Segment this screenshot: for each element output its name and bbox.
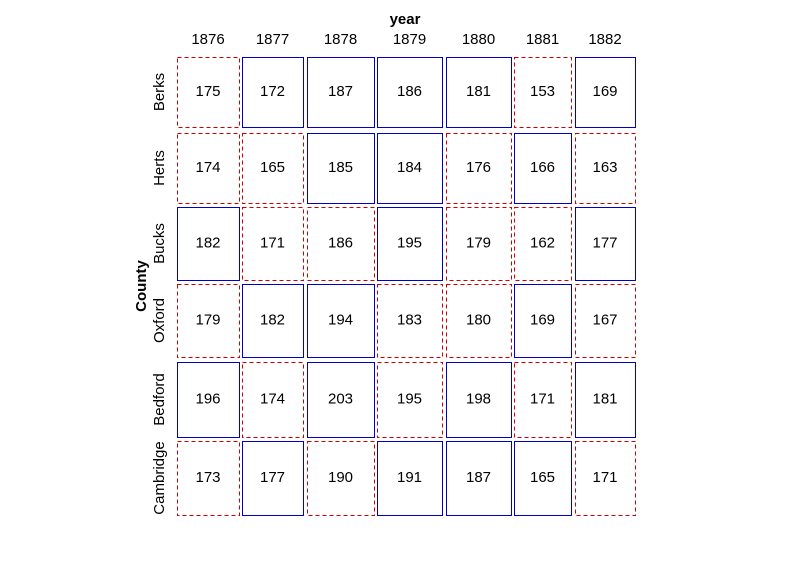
cell-value: 167 [592,311,617,328]
cell-value: 190 [328,469,353,486]
cell-box [575,207,636,281]
cell-box [514,57,572,128]
cell-value: 174 [195,159,220,176]
cell-box [242,284,304,358]
column-label: 1876 [191,31,224,48]
cell-value: 198 [466,390,491,407]
cell-value: 163 [592,159,617,176]
column-label: 1878 [324,31,357,48]
column-label: 1880 [462,31,495,48]
cell-value: 175 [195,83,220,100]
cell-value: 181 [466,83,491,100]
cell-box [177,133,240,204]
cell-box [177,57,240,128]
cell-box [377,57,443,128]
cell-value: 184 [397,159,422,176]
cell-box [242,57,304,128]
cell-value: 196 [195,390,220,407]
column-label: 1877 [256,31,289,48]
cell-value: 174 [260,390,285,407]
cell-value: 177 [260,469,285,486]
cell-value: 183 [397,311,422,328]
cell-box [446,362,512,438]
cell-value: 177 [592,234,617,251]
cell-box [575,284,636,358]
cell-box [177,284,240,358]
cell-box [446,207,512,281]
cell-value: 162 [530,234,555,251]
cell-value: 181 [592,390,617,407]
cell-box [242,207,304,281]
cell-value: 165 [260,159,285,176]
cell-box [377,133,443,204]
cell-value: 191 [397,469,422,486]
cell-value: 185 [328,159,353,176]
cell-box [242,362,304,438]
cell-box [575,362,636,438]
cell-box [446,284,512,358]
cell-box [307,57,375,128]
cell-value: 194 [328,311,353,328]
cell-box [377,284,443,358]
cell-value: 179 [195,311,220,328]
cell-box [307,441,375,516]
cell-value: 172 [260,83,285,100]
cell-box [514,284,572,358]
column-label: 1882 [588,31,621,48]
cell-value: 165 [530,469,555,486]
cell-box [446,133,512,204]
cell-box [242,133,304,204]
cell-box [307,362,375,438]
row-label: Oxford [151,298,168,343]
column-header: year [390,11,421,28]
cell-value: 176 [466,159,491,176]
row-label: Cambridge [151,441,168,514]
cell-box [307,284,375,358]
cell-value: 203 [328,390,353,407]
cell-box [514,133,572,204]
cell-value: 186 [397,83,422,100]
cell-box [514,207,572,281]
cell-value: 153 [530,83,555,100]
cell-value: 166 [530,159,555,176]
row-header: County [133,260,150,312]
row-label: Bedford [151,373,168,426]
cell-box [177,441,240,516]
cell-value: 169 [592,83,617,100]
cell-box [514,362,572,438]
cell-value: 195 [397,234,422,251]
cell-box [446,441,512,516]
cell-value: 182 [195,234,220,251]
cell-value: 179 [466,234,491,251]
cell-box [177,362,240,438]
cell-box [307,133,375,204]
row-label: Berks [151,73,168,111]
cell-value: 186 [328,234,353,251]
cell-value: 173 [195,469,220,486]
cell-value: 171 [592,469,617,486]
cell-value: 180 [466,311,491,328]
cell-box [575,441,636,516]
cell-box [177,207,240,281]
cell-box [575,133,636,204]
column-label: 1879 [393,31,426,48]
row-label: Herts [151,150,168,186]
cell-value: 171 [260,234,285,251]
cell-box [575,57,636,128]
column-label: 1881 [526,31,559,48]
cell-value: 187 [328,83,353,100]
cell-box [377,207,443,281]
cell-box [377,441,443,516]
cell-box [514,441,572,516]
cell-value: 182 [260,311,285,328]
row-label: Bucks [151,223,168,264]
cell-box [446,57,512,128]
cell-box [242,441,304,516]
cell-value: 169 [530,311,555,328]
cell-value: 195 [397,390,422,407]
cell-value: 171 [530,390,555,407]
cell-value: 187 [466,469,491,486]
